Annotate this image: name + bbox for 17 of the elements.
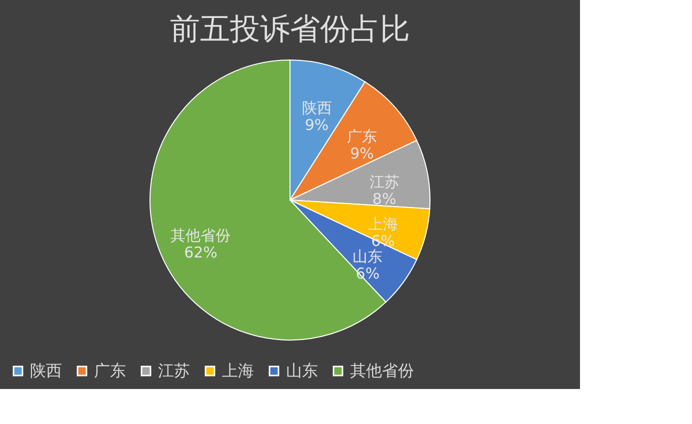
legend-label: 陕西: [30, 361, 62, 380]
legend-label: 上海: [222, 361, 254, 380]
data-label: 9%: [304, 116, 329, 134]
chart-title: 前五投诉省份占比: [170, 12, 410, 47]
slice-label: 其他省份: [170, 226, 231, 244]
legend-label: 其他省份: [350, 361, 414, 380]
data-label: 8%: [372, 190, 396, 208]
slice-label: 山东: [352, 247, 383, 266]
legend-label: 广东: [94, 361, 126, 380]
data-label: 9%: [350, 144, 374, 163]
legend-label: 山东: [286, 361, 318, 380]
data-label: 62%: [184, 243, 218, 262]
slice-label: 广东: [347, 128, 378, 146]
slice-label: 上海: [368, 214, 398, 233]
slice-label: 陕西: [302, 98, 332, 117]
slice-label: 江苏: [369, 173, 400, 192]
legend-label: 江苏: [158, 361, 190, 380]
